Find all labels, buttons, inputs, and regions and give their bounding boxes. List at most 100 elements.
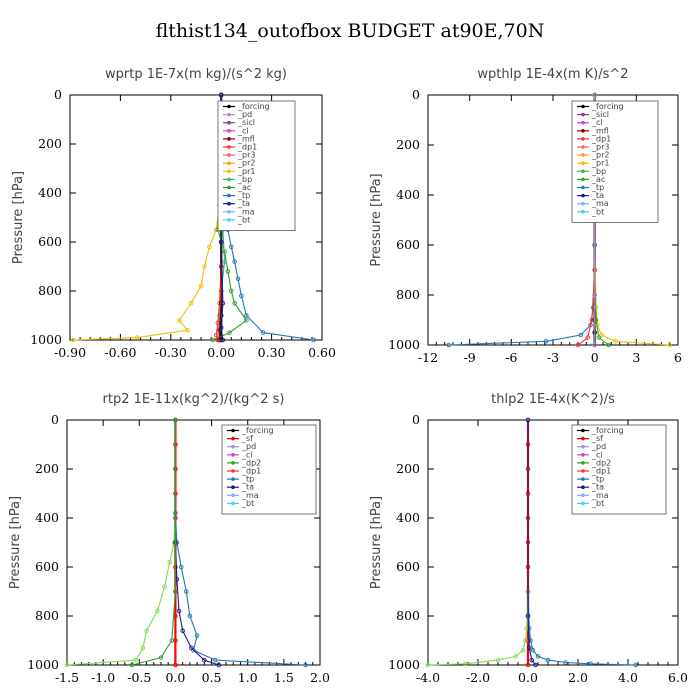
- data-point: [217, 313, 222, 318]
- legend-marker: [231, 477, 235, 481]
- x-tick-label: -3: [547, 350, 559, 365]
- data-point: [533, 662, 538, 668]
- legend-marker: [581, 129, 585, 133]
- series-line-dp1: [66, 420, 176, 666]
- data-point: [187, 613, 193, 619]
- legend-entry: _tp: [591, 475, 604, 484]
- chart-panel-2: wpthlp 1E-4x(m K)/s^2 Pressure [hPa] 0 200 4…: [369, 67, 682, 365]
- data-point: [229, 288, 234, 294]
- data-point: [180, 628, 185, 633]
- x-tick-label: -12: [418, 350, 438, 365]
- data-point: [633, 662, 638, 668]
- data-point: [185, 327, 190, 333]
- data-point: [303, 662, 308, 668]
- legend-marker: [227, 218, 231, 222]
- legend-entry: _mfl: [237, 134, 255, 143]
- data-point: [216, 662, 222, 668]
- data-point: [425, 662, 431, 668]
- data-point: [173, 589, 178, 594]
- legend-marker: [581, 453, 585, 457]
- legend-entry: _cl: [591, 450, 603, 459]
- legend-entry: _sf: [241, 434, 253, 443]
- data-point: [71, 337, 76, 343]
- legend-entry: _ta: [241, 483, 254, 492]
- y-tick-label: 0: [412, 412, 420, 427]
- legend-marker: [581, 493, 585, 498]
- y-tick-label: 400: [35, 510, 59, 525]
- legend-marker: [227, 112, 231, 117]
- data-point: [523, 638, 528, 643]
- data-point: [311, 337, 316, 343]
- x-tick-label: -0.60: [104, 345, 136, 360]
- y-tick-label: 400: [396, 187, 420, 202]
- legend-marker: [581, 137, 585, 141]
- plot-frame: [427, 419, 679, 666]
- x-tick-label: 2.0: [568, 670, 588, 685]
- data-point: [173, 662, 178, 668]
- legend-marker: [227, 201, 231, 206]
- legend-marker: [581, 177, 585, 182]
- legend-entry: _sicl: [591, 110, 609, 119]
- data-point: [212, 657, 218, 663]
- legend-marker: [581, 201, 585, 206]
- legend-entry: _tp: [241, 475, 254, 484]
- data-point: [446, 342, 452, 348]
- legend-entry: _forcing: [237, 102, 270, 111]
- legend-marker: [581, 161, 585, 165]
- x-tick-label: -2.0: [466, 670, 490, 685]
- data-point: [213, 332, 219, 338]
- data-point: [202, 264, 207, 269]
- data-point: [176, 608, 182, 614]
- panel-title: thlp2 1E-4x(K^2)/s: [491, 392, 615, 407]
- legend-entry: _dp1: [591, 134, 611, 143]
- legend-entry: _dp1: [237, 143, 257, 152]
- x-tick-label: 2.0: [310, 670, 330, 685]
- legend-marker: [231, 501, 235, 506]
- y-tick-label: 800: [38, 283, 62, 298]
- data-point: [592, 342, 597, 348]
- data-point: [592, 292, 597, 298]
- data-point: [495, 657, 501, 663]
- legend-entry: _forcing: [241, 426, 274, 435]
- x-tick-label: -6: [505, 350, 517, 365]
- data-point: [129, 662, 135, 668]
- y-tick-label: 0: [412, 87, 420, 102]
- data-point: [588, 661, 593, 667]
- legend-marker: [227, 153, 231, 157]
- legend-marker: [227, 120, 231, 125]
- legend-entry: _sf: [591, 434, 603, 443]
- data-point: [585, 335, 590, 340]
- y-tick-label: 800: [396, 287, 420, 302]
- data-point: [578, 332, 584, 338]
- y-axis-label: Pressure [hPa]: [369, 496, 384, 589]
- legend-entry: _cl: [237, 126, 249, 135]
- data-point: [140, 645, 146, 651]
- chart-panel-3: rtp2 1E-11x(kg^2)/(kg^2 s) Pressure [hPa]…: [8, 392, 330, 685]
- legend-entry: _ma: [241, 491, 259, 500]
- panel-title: wprtp 1E-7x(m kg)/(s^2 kg): [105, 67, 287, 82]
- data-point: [232, 301, 237, 306]
- data-point: [525, 638, 531, 643]
- x-tick-label: 0.60: [308, 345, 336, 360]
- legend-entry: _bt: [237, 215, 250, 224]
- data-point: [613, 339, 618, 344]
- data-point: [198, 283, 204, 289]
- legend-entry: _pr3: [237, 151, 255, 160]
- y-tick-label: 400: [396, 510, 420, 525]
- legend-entry: _tp: [237, 191, 250, 200]
- data-point: [244, 313, 249, 318]
- x-tick-label: -1.5: [55, 670, 79, 685]
- y-tick-label: 1000: [30, 332, 62, 347]
- legend-marker: [231, 436, 235, 441]
- legend-marker: [581, 145, 585, 149]
- legend-entry: _mfl: [591, 126, 609, 135]
- legend-marker: [581, 112, 585, 117]
- data-point: [232, 259, 237, 264]
- data-point: [229, 244, 234, 250]
- legend-marker: [231, 485, 235, 490]
- legend-marker: [231, 493, 235, 498]
- y-tick-label: 200: [396, 137, 420, 152]
- data-point: [191, 648, 196, 653]
- data-point: [162, 584, 167, 589]
